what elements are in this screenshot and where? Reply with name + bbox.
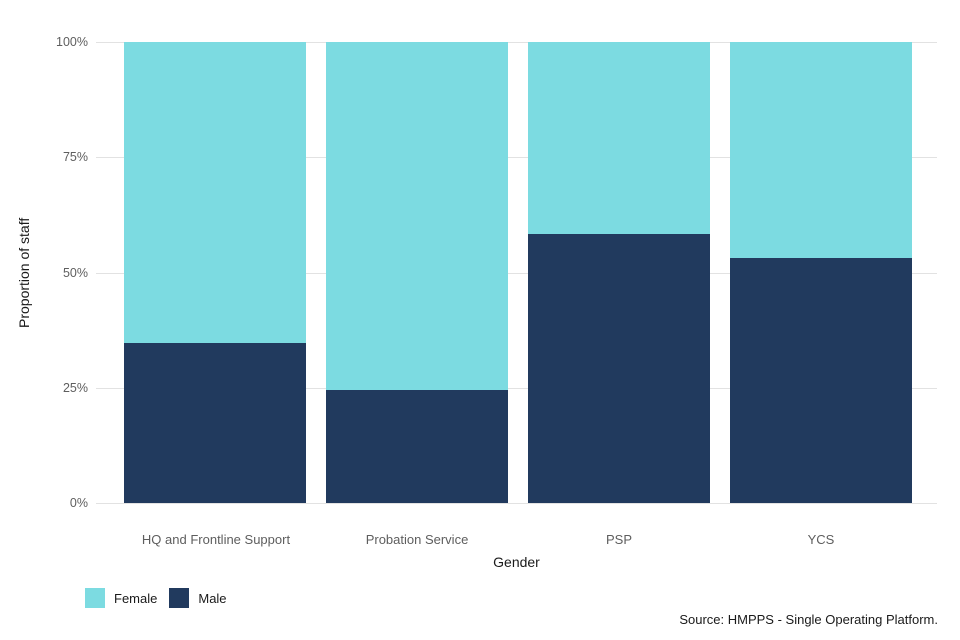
gridline bbox=[96, 41, 937, 43]
legend-swatch-male bbox=[169, 588, 190, 608]
legend-label: Male bbox=[198, 590, 227, 606]
gridline bbox=[96, 156, 937, 158]
gridline bbox=[96, 387, 937, 389]
gridline bbox=[96, 502, 937, 504]
source-note: Source: HMPPS - Single Operating Platfor… bbox=[679, 612, 938, 627]
legend: Female Male bbox=[85, 588, 239, 608]
x-tick-label: YCS bbox=[807, 532, 835, 547]
x-axis-title: Gender bbox=[493, 554, 540, 570]
y-tick-label: 0% bbox=[69, 496, 88, 510]
bar-segment-male bbox=[326, 390, 508, 503]
bar-segment-male bbox=[528, 234, 710, 503]
y-tick-label: 50% bbox=[62, 266, 88, 280]
bar-segment-female bbox=[124, 42, 306, 343]
x-tick-label: Probation Service bbox=[365, 532, 469, 547]
bar-segment-female bbox=[326, 42, 508, 390]
legend-item-female: Female bbox=[85, 588, 157, 608]
bar-segment-male bbox=[124, 343, 306, 503]
y-tick-label: 25% bbox=[62, 381, 88, 395]
x-tick-label: HQ and Frontline Support bbox=[141, 532, 291, 547]
legend-swatch-female bbox=[85, 588, 105, 608]
legend-item-male: Male bbox=[169, 588, 227, 608]
bar-segment-male bbox=[730, 258, 912, 503]
y-tick-label: 75% bbox=[62, 150, 88, 164]
y-tick-label: 100% bbox=[56, 35, 88, 49]
gridline bbox=[96, 272, 937, 274]
legend-label: Female bbox=[114, 590, 158, 606]
bar-segment-female bbox=[528, 42, 710, 234]
bar-segment-female bbox=[730, 42, 912, 258]
x-tick-label: PSP bbox=[605, 532, 632, 547]
